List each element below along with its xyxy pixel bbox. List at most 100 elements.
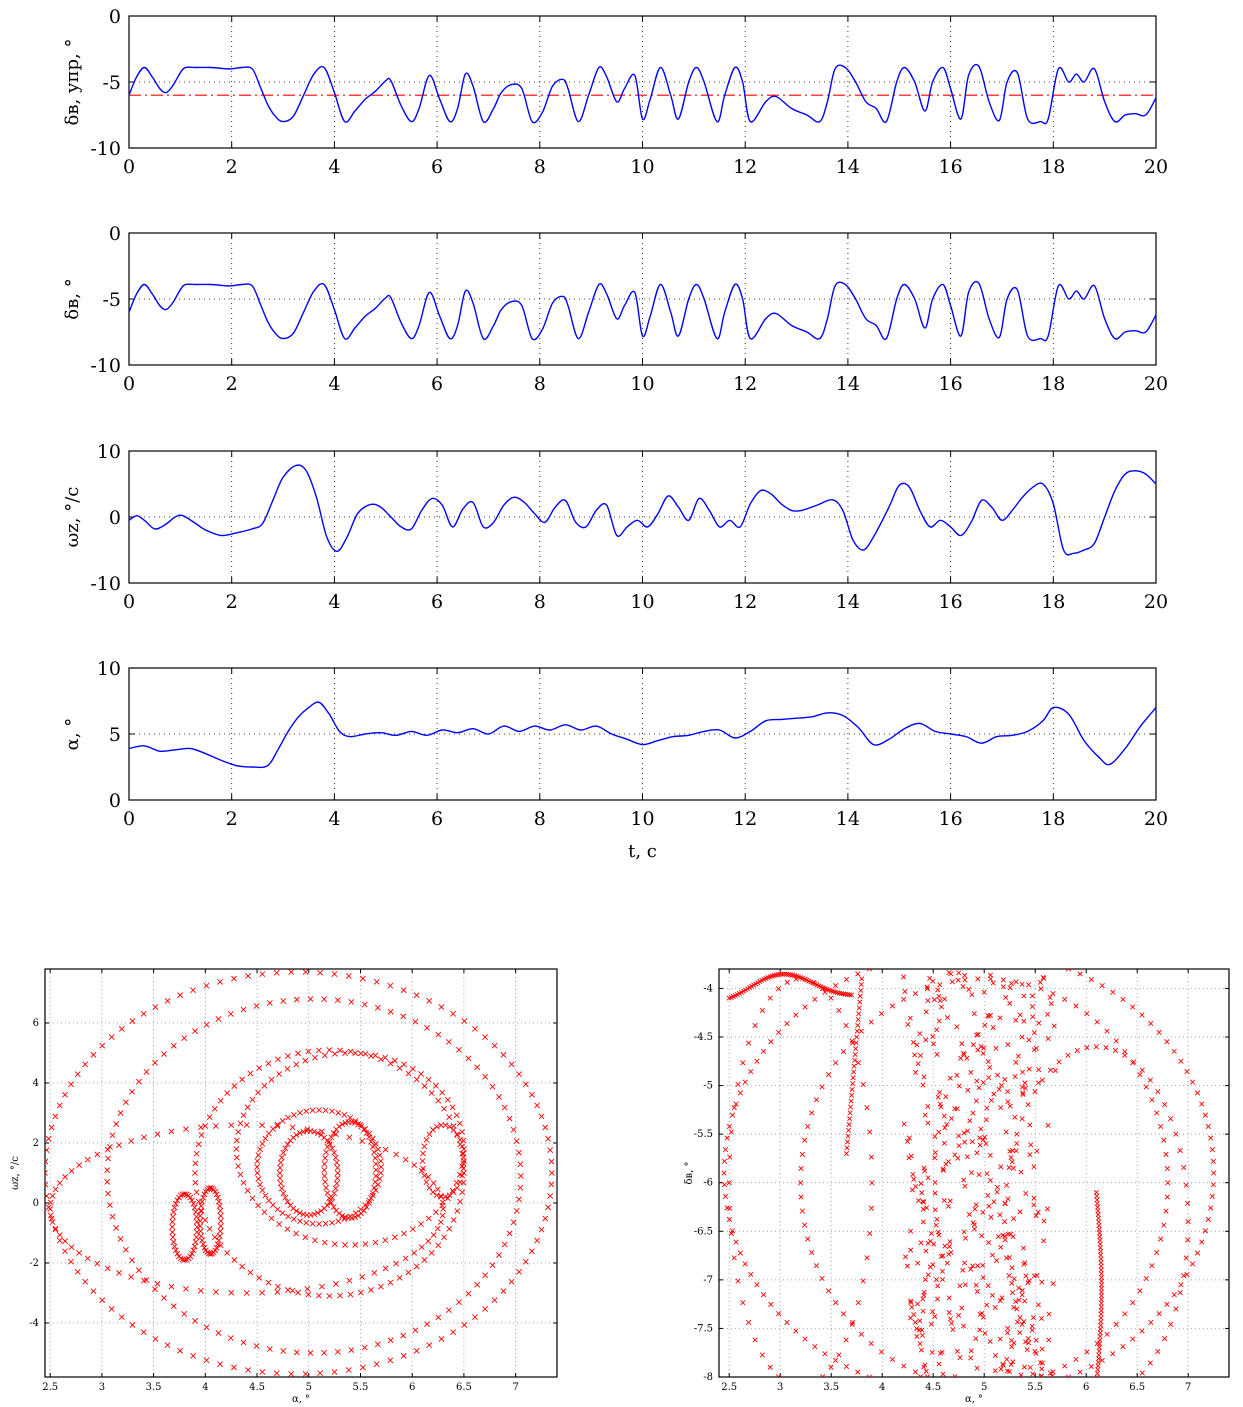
x-tick-label: 2.5 <box>721 1382 737 1393</box>
scatter-point <box>901 974 907 980</box>
scatter-point <box>45 1147 50 1154</box>
scatter-point <box>90 1051 97 1058</box>
scatter-point <box>950 1326 956 1333</box>
scatter-point <box>1009 1265 1015 1271</box>
scatter-point <box>891 958 896 963</box>
scatter-point <box>169 1213 176 1220</box>
scatter-point <box>302 1057 309 1064</box>
scatter-point <box>1098 1293 1104 1299</box>
series-line-1 <box>128 464 1157 556</box>
scatter-point <box>297 1109 303 1116</box>
scatter-point <box>1023 1085 1029 1091</box>
scatter-point <box>961 1323 967 1329</box>
scatter-point <box>1016 1297 1022 1303</box>
scatter-point <box>255 1202 262 1209</box>
scatter-point <box>192 1317 199 1324</box>
scatter-point <box>936 993 942 999</box>
scatter-point <box>369 1190 376 1197</box>
scatter-point <box>948 971 954 977</box>
y-tick-label: -4.5 <box>694 1032 713 1043</box>
scatter-point <box>197 1287 204 1294</box>
scatter-point <box>363 1204 370 1210</box>
scatter-point <box>1098 1267 1104 1273</box>
scatter-point <box>998 1366 1004 1372</box>
scatter-point <box>177 1347 184 1354</box>
x-tick-label: 20 <box>1144 156 1168 178</box>
scatter-point <box>860 1278 866 1284</box>
scatter-point <box>1010 1359 1016 1365</box>
scatter-point <box>907 1315 914 1321</box>
scatter-point <box>969 992 975 998</box>
scatter-point <box>923 1009 929 1015</box>
scatter-point <box>387 1357 394 1364</box>
scatter-point <box>916 1389 921 1394</box>
scatter-point <box>1073 1356 1079 1362</box>
scatter-point <box>1171 1048 1177 1054</box>
scatter-point <box>980 1050 986 1056</box>
scatter-point <box>217 1097 224 1104</box>
scatter-point <box>964 1055 970 1061</box>
scatter-point <box>930 1041 936 1047</box>
scatter-point <box>245 973 252 979</box>
scatter-point <box>538 1113 545 1120</box>
scatter-point <box>903 1387 908 1392</box>
scatter-point <box>974 1032 980 1038</box>
scatter-point <box>1113 1321 1119 1328</box>
scatter-point <box>775 1374 782 1377</box>
scatter-point <box>1208 1135 1214 1141</box>
scatter-point <box>288 969 295 976</box>
scatter-point <box>48 1124 55 1131</box>
scatter-point <box>278 1185 285 1192</box>
scatter-point <box>1018 1372 1024 1377</box>
y-tick-label: -6.5 <box>694 1226 713 1237</box>
scatter-point <box>372 1155 379 1161</box>
scatter-point <box>1002 1076 1008 1082</box>
chart-6: 2.5 3 3.5 4 4.5 5 5.5 6 6.5 7 -4 -4.5 -5 -5.5 -6 -6.5 -7… <box>684 958 1230 1405</box>
scatter-point <box>446 1192 453 1199</box>
scatter-point <box>989 1252 995 1258</box>
scatter-point <box>401 1061 407 1068</box>
scatter-point <box>1098 1300 1104 1306</box>
scatter-point <box>382 1265 389 1272</box>
scatter-point <box>988 1097 994 1103</box>
scatter-point <box>335 1218 342 1225</box>
scatter-point <box>1031 1195 1037 1201</box>
scatter-point <box>969 1139 975 1145</box>
scatter-point <box>1164 1301 1170 1307</box>
scatter-point <box>435 1031 442 1038</box>
scatter-point <box>1099 982 1105 989</box>
scatter-point <box>56 1180 63 1186</box>
scatter-point <box>52 1113 59 1120</box>
scatter-point <box>1032 1089 1038 1095</box>
scatter-point <box>104 1178 111 1185</box>
x-tick-label: 14 <box>836 591 860 613</box>
scatter-point <box>754 1058 760 1064</box>
scatter-point <box>409 1065 416 1072</box>
scatter-point <box>1147 1077 1153 1083</box>
scatter-point <box>1019 1292 1025 1298</box>
scatter-point <box>198 1233 205 1239</box>
scatter-point <box>1183 1182 1189 1188</box>
scatter-point <box>387 1279 394 1286</box>
scatter-point <box>324 1143 331 1150</box>
scatter-point <box>997 1212 1003 1218</box>
scatter-point <box>775 986 782 992</box>
scatter-point <box>197 1223 204 1230</box>
scatter-point <box>1130 1004 1136 1010</box>
scatter-point <box>261 1082 268 1089</box>
scatter-point <box>987 1064 993 1070</box>
scatter-point <box>1006 1164 1012 1171</box>
scatter-point <box>542 1124 549 1131</box>
scatter-point <box>135 1078 142 1085</box>
scatter-point <box>840 1311 847 1317</box>
scatter-point <box>358 1123 365 1130</box>
scatter-point <box>329 1108 335 1115</box>
scatter-point <box>942 996 948 1002</box>
scatter-point <box>216 1233 223 1239</box>
scatter-point <box>802 976 808 982</box>
scatter-point <box>1021 1245 1027 1251</box>
scatter-point <box>190 1247 197 1254</box>
scatter-point <box>905 1021 911 1027</box>
scatter-point <box>317 1370 324 1377</box>
